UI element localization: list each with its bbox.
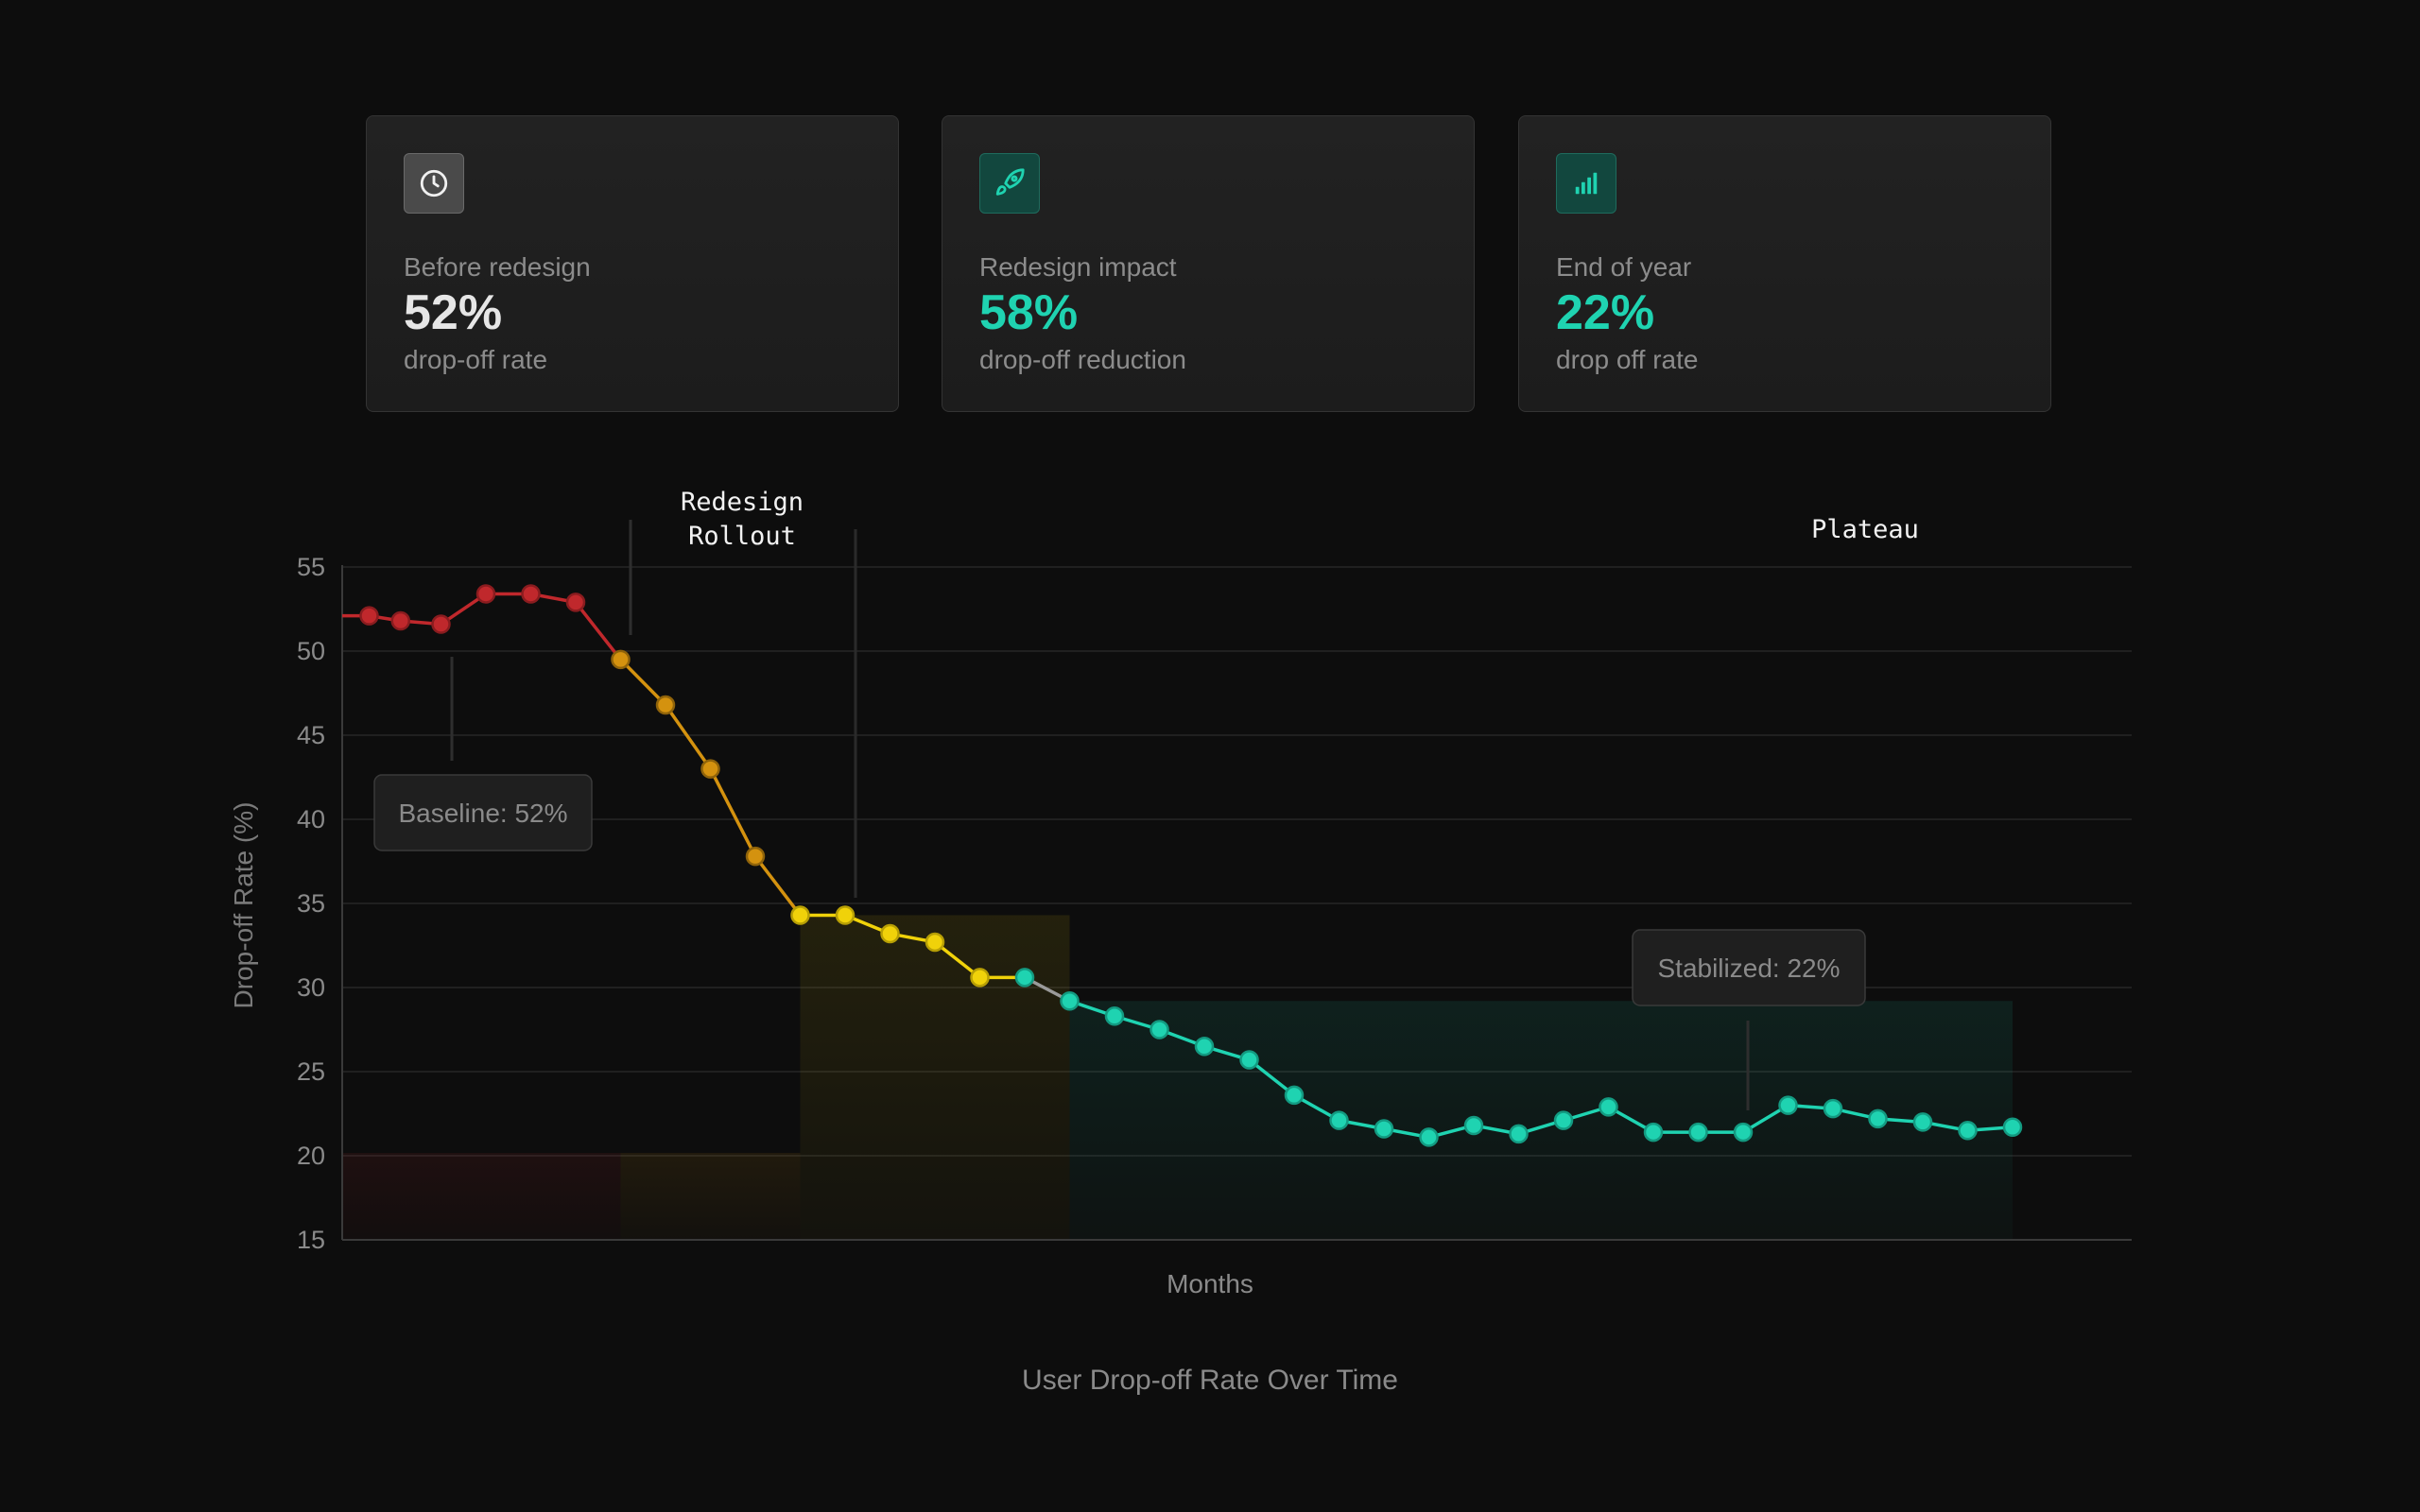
before-redesign-card: Before redesign 52% drop-off rate (366, 115, 899, 412)
data-point (790, 905, 810, 925)
data-point (1868, 1108, 1888, 1129)
y-axis-label: Drop-off Rate (%) (229, 802, 258, 1009)
data-point (1060, 990, 1080, 1011)
data-point (1958, 1121, 1978, 1141)
series-line (574, 600, 623, 662)
data-point (390, 610, 410, 631)
end-of-year-card: End of year 22% drop off rate (1518, 115, 2051, 412)
data-point (1284, 1085, 1305, 1106)
data-point (475, 584, 496, 604)
data-point (1374, 1119, 1394, 1139)
data-point (1463, 1115, 1484, 1136)
card-value: 58% (979, 285, 1079, 340)
phase-shading (1069, 1001, 2013, 1240)
data-point (1239, 1050, 1259, 1070)
card-subtitle: drop-off reduction (979, 345, 1186, 374)
phase-shading (800, 915, 1070, 1240)
clock-icon (404, 153, 464, 214)
data-point (1509, 1124, 1529, 1144)
data-point (1014, 968, 1035, 988)
y-tick-label: 35 (297, 889, 325, 918)
data-point (1553, 1110, 1574, 1130)
bar-chart-icon (1556, 153, 1616, 214)
y-tick-label: 40 (297, 805, 325, 833)
y-tick-label: 15 (297, 1226, 325, 1254)
series-line (664, 703, 713, 771)
data-point (1823, 1098, 1843, 1119)
data-point (431, 614, 451, 634)
phase-shading (342, 1153, 621, 1240)
data-point (565, 593, 586, 612)
data-point (880, 923, 900, 944)
y-tick-label: 55 (297, 553, 325, 581)
data-point (2002, 1117, 2023, 1137)
plateau-header: Plateau (1811, 515, 1919, 544)
baseline-annotation-box (373, 774, 593, 851)
series-line (618, 658, 667, 707)
card-caption: End of year (1556, 252, 1692, 282)
data-point (925, 932, 945, 953)
data-point (745, 846, 766, 867)
phase-shading (620, 1153, 801, 1240)
card-caption: Redesign impact (979, 252, 1177, 282)
data-point (1733, 1122, 1754, 1143)
y-tick-label: 45 (297, 721, 325, 749)
data-point (1778, 1095, 1798, 1115)
card-subtitle: drop-off rate (404, 345, 548, 374)
stabilized-annotation-box (1632, 929, 1866, 1006)
series-line (708, 766, 757, 858)
data-point (1329, 1110, 1349, 1130)
data-point (1688, 1122, 1708, 1143)
data-point (835, 905, 856, 925)
data-point (1104, 1006, 1125, 1026)
stabilized-annotation-label: Stabilized: 22% (1657, 954, 1840, 983)
data-point (970, 968, 990, 988)
card-caption: Before redesign (404, 252, 591, 282)
data-point (655, 695, 676, 715)
y-tick-label: 50 (297, 637, 325, 665)
y-tick-label: 25 (297, 1057, 325, 1086)
data-point (359, 606, 379, 626)
data-point (1194, 1037, 1215, 1057)
series-line (753, 854, 803, 918)
x-axis-label: Months (1167, 1269, 1253, 1298)
data-point (1419, 1127, 1439, 1147)
data-point (521, 584, 541, 604)
rollout-header: Rollout (688, 522, 796, 551)
rocket-icon (979, 153, 1040, 214)
data-point (611, 649, 631, 670)
card-subtitle: drop off rate (1556, 345, 1699, 374)
data-point (1643, 1122, 1664, 1143)
card-value: 52% (404, 285, 503, 340)
data-point (1599, 1097, 1618, 1117)
data-point (700, 759, 720, 779)
data-point (1150, 1020, 1169, 1040)
card-value: 22% (1556, 285, 1655, 340)
redesign-impact-card: Redesign impact 58% drop-off reduction (942, 115, 1475, 412)
data-point (1912, 1112, 1933, 1132)
rollout-header: Redesign (681, 488, 804, 517)
y-tick-label: 30 (297, 973, 325, 1002)
chart-title: User Drop-off Rate Over Time (1022, 1365, 1398, 1396)
baseline-annotation-label: Baseline: 52% (398, 799, 567, 828)
y-tick-label: 20 (297, 1142, 325, 1170)
